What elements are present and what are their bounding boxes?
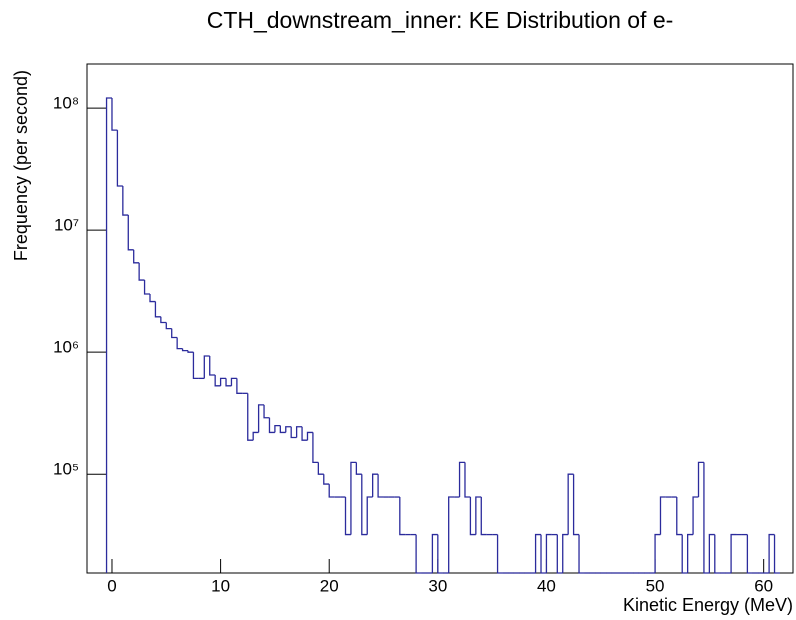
histogram-bin	[773, 534, 780, 574]
histogram-bin	[697, 461, 704, 498]
histogram-bin	[372, 473, 379, 498]
histogram-bin	[230, 377, 237, 386]
histogram-bin	[714, 534, 721, 574]
histogram-bin	[257, 404, 265, 433]
histogram-bin	[562, 533, 569, 573]
x-tick-label: 40	[537, 576, 556, 595]
histogram-bin	[116, 130, 123, 187]
y-tick-label: 10⁸	[53, 94, 79, 113]
histogram-bin	[219, 377, 227, 386]
histogram-bin	[366, 496, 373, 535]
histogram-bin	[464, 462, 471, 498]
histogram-bin	[252, 431, 259, 441]
x-tick-label: 10	[211, 576, 230, 595]
histogram-bin	[306, 431, 313, 441]
chart-title: CTH_downstream_inner: KE Distribution of…	[207, 7, 674, 33]
histogram-bin	[431, 533, 438, 573]
histogram-bin	[203, 355, 210, 379]
histogram-bin	[133, 249, 140, 264]
histogram-bin	[361, 474, 368, 536]
histogram-bin	[143, 280, 150, 295]
histogram-bin	[344, 497, 351, 536]
histogram-bin	[127, 215, 134, 251]
x-tick-label: 50	[646, 576, 665, 595]
histogram-bin	[105, 97, 112, 573]
histogram-bin	[214, 375, 221, 387]
histogram-bin	[290, 426, 297, 439]
histogram-bin	[317, 462, 324, 475]
y-tick-label: 10⁵	[53, 460, 79, 479]
x-tick-label: 60	[754, 576, 773, 595]
y-tick-label: 10⁷	[54, 216, 79, 235]
histogram-bin	[746, 534, 753, 574]
histogram-bin	[448, 496, 455, 573]
histogram-bin	[181, 348, 189, 352]
histogram-bin	[263, 404, 270, 419]
histogram-bin	[572, 474, 580, 536]
histogram-bin	[160, 316, 167, 324]
histogram-bin	[209, 356, 216, 376]
x-axis-label: Kinetic Energy (MeV)	[623, 595, 793, 615]
histogram-bin	[323, 474, 330, 485]
x-tick-label: 20	[320, 576, 339, 595]
histogram-bin	[703, 462, 710, 574]
histogram-bin	[686, 533, 694, 573]
histogram-bin	[545, 533, 552, 573]
histogram-bin	[768, 533, 775, 573]
histogram-bin	[534, 533, 542, 573]
histogram-bin	[187, 350, 194, 353]
histogram-bin	[355, 462, 362, 475]
x-tick-label: 0	[107, 576, 116, 595]
histogram-bin	[540, 534, 547, 574]
x-tick-label: 30	[428, 576, 447, 595]
histogram-bin	[399, 497, 406, 536]
histogram-bin	[247, 393, 254, 441]
histogram-bin	[676, 497, 683, 536]
histogram-bin	[268, 417, 275, 434]
histogram-bin	[111, 98, 118, 131]
histogram-bin	[469, 497, 476, 536]
histogram-bin	[458, 461, 465, 498]
histogram-bin	[122, 186, 129, 216]
histogram-bin	[556, 534, 563, 574]
histogram-bin	[154, 301, 161, 318]
histogram-bin	[176, 337, 183, 350]
histogram-bin	[480, 497, 487, 536]
histogram-bin	[377, 474, 384, 498]
histogram-bin	[295, 426, 303, 438]
histogram-bin	[274, 424, 281, 433]
histogram-bin	[578, 534, 585, 574]
histogram-bin	[692, 496, 699, 535]
histogram-bin	[192, 352, 199, 380]
histogram-bin	[567, 473, 574, 535]
histogram-bin	[475, 496, 482, 535]
histogram-bin	[708, 533, 715, 573]
histogram-bin	[312, 432, 319, 464]
histogram-bin	[279, 425, 286, 434]
histogram-bin	[681, 534, 688, 574]
histogram-bin	[659, 496, 666, 535]
histogram-bin	[415, 534, 422, 574]
histogram-bin	[437, 534, 444, 574]
histogram-bin	[165, 322, 172, 330]
y-tick-label: 10⁶	[53, 338, 79, 357]
histogram-bin	[225, 378, 232, 387]
histogram-bin	[301, 426, 308, 441]
histogram-bin	[149, 293, 156, 303]
histogram-bin	[654, 533, 661, 573]
y-axis-label: Frequency (per second)	[11, 70, 31, 261]
histogram-bin	[285, 426, 292, 433]
histogram-bin	[171, 328, 178, 339]
histogram-bin	[236, 378, 243, 394]
histogram-bin	[138, 262, 145, 281]
histogram-bin	[350, 461, 357, 535]
histogram-bin	[730, 533, 737, 573]
histogram-bin	[328, 484, 335, 498]
histogram-bin	[496, 534, 503, 574]
